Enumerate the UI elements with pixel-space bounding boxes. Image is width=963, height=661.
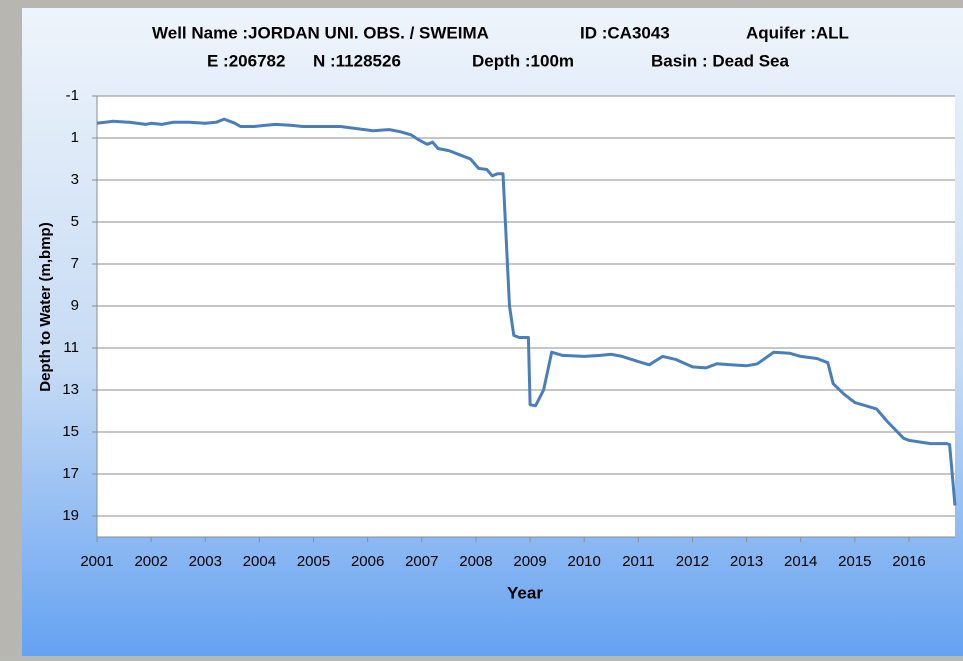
x-tick-label: 2015	[838, 553, 871, 570]
y-tick-label: 3	[71, 171, 79, 188]
title-part: ID :CA3043	[580, 23, 670, 42]
x-tick-label: 2005	[297, 553, 330, 570]
x-tick-label: 2011	[622, 553, 654, 570]
title-part: N :1128526	[313, 51, 401, 70]
x-tick-label: 2007	[405, 553, 438, 570]
y-tick-label: 11	[63, 339, 79, 356]
title-part: Basin : Dead Sea	[651, 51, 789, 70]
y-tick-label: 1	[71, 129, 79, 146]
x-tick-label: 2009	[513, 553, 546, 570]
x-tick-label: 2002	[134, 553, 167, 570]
x-tick-label: 2016	[892, 553, 925, 570]
x-tick-label: 2014	[784, 553, 817, 570]
x-tick-label: 2006	[351, 553, 384, 570]
title-part: Aquifer :ALL	[746, 23, 849, 42]
x-tick-label: 2004	[243, 553, 276, 570]
x-tick-label: 2013	[730, 553, 763, 570]
title-part: Depth :100m	[472, 51, 574, 70]
y-tick-label: -1	[66, 87, 79, 104]
x-axis-label: Year	[507, 583, 543, 602]
y-tick-label: 7	[71, 255, 79, 272]
y-tick-label: 5	[71, 213, 79, 230]
x-tick-label: 2003	[189, 553, 222, 570]
y-tick-label: 15	[62, 423, 79, 440]
y-tick-label: 19	[62, 507, 79, 524]
y-tick-label: 17	[62, 465, 79, 482]
title-part: Well Name :JORDAN UNI. OBS. / SWEIMA	[152, 23, 489, 42]
y-axis-label: Depth to Water (m,bmp)	[37, 222, 54, 391]
y-tick-label: 13	[62, 381, 79, 398]
title-part: E :206782	[207, 51, 285, 70]
y-tick-label: 9	[71, 297, 79, 314]
data-line	[96, 117, 957, 506]
x-tick-label: 2001	[80, 553, 113, 570]
x-tick-label: 2010	[568, 553, 601, 570]
plot-area	[97, 96, 955, 537]
x-tick-label: 2008	[459, 553, 492, 570]
x-tick-label: 2012	[676, 553, 709, 570]
